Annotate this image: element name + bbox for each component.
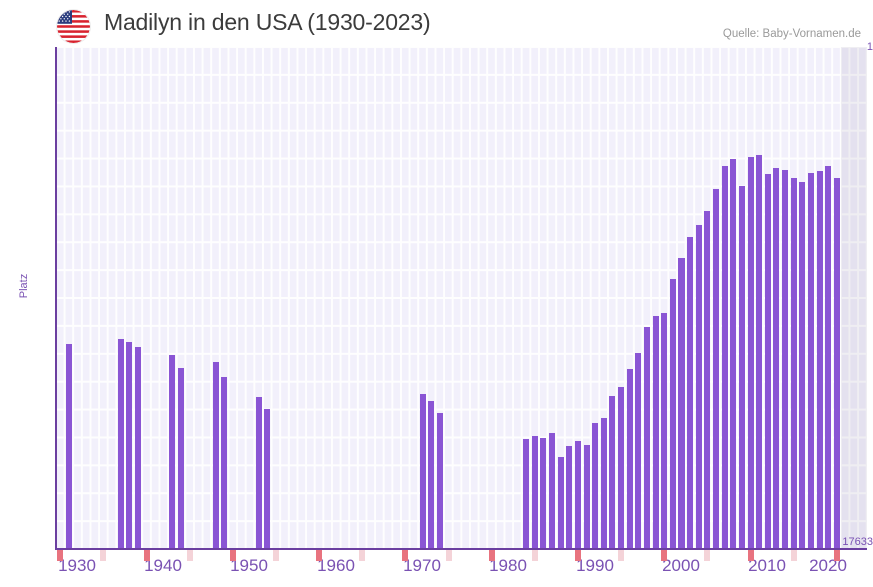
bar-series (56, 47, 867, 549)
bar-1994[interactable] (609, 396, 616, 549)
bar-1999[interactable] (652, 316, 659, 549)
bar-2001[interactable] (669, 279, 676, 549)
x-axis-label-1960: 1960 (317, 556, 355, 575)
bar-2020[interactable] (833, 178, 840, 549)
bar-1973[interactable] (428, 401, 435, 549)
x-axis-marker-2005 (704, 550, 711, 561)
bar-2002[interactable] (678, 258, 685, 549)
x-axis-label-1990: 1990 (576, 556, 614, 575)
bar-2015[interactable] (790, 178, 797, 549)
bar-2007[interactable] (721, 166, 728, 549)
bar-1939[interactable] (134, 347, 141, 549)
x-axis-marker-1930 (57, 550, 64, 561)
bar-2010[interactable] (747, 157, 754, 549)
bar-2012[interactable] (764, 174, 771, 549)
bar-1992[interactable] (592, 423, 599, 549)
x-axis-label-1980: 1980 (489, 556, 527, 575)
x-axis-marker-1995 (618, 550, 625, 561)
bar-1949[interactable] (221, 377, 228, 549)
bar-1989[interactable] (566, 446, 573, 549)
x-axis-marker-1935 (100, 550, 107, 561)
us-flag-icon (57, 10, 90, 43)
bar-2008[interactable] (730, 159, 737, 549)
bar-1937[interactable] (117, 339, 124, 549)
bar-1953[interactable] (255, 397, 262, 549)
bar-1943[interactable] (169, 355, 176, 549)
x-axis-marker-2020 (833, 550, 840, 561)
chart-header: Madilyn in den USA (1930-2023) Quelle: B… (0, 0, 873, 44)
x-axis-marker-1985 (531, 550, 538, 561)
x-axis-label-1970: 1970 (403, 556, 441, 575)
x-axis-marker-1950 (229, 550, 236, 561)
x-axis-label-2000: 2000 (662, 556, 700, 575)
bar-1944[interactable] (178, 368, 185, 549)
x-axis-marker-2015 (790, 550, 797, 561)
bar-1987[interactable] (549, 433, 556, 549)
bar-2013[interactable] (773, 168, 780, 549)
bar-2004[interactable] (695, 225, 702, 549)
bar-1990[interactable] (574, 441, 581, 549)
bar-1938[interactable] (126, 342, 133, 549)
bar-2009[interactable] (738, 186, 745, 549)
x-axis-marker-2010 (747, 550, 754, 561)
bar-1954[interactable] (264, 409, 271, 549)
bar-1985[interactable] (531, 436, 538, 549)
bar-1988[interactable] (557, 457, 564, 549)
bar-2000[interactable] (661, 313, 668, 549)
x-axis-marker-1960 (316, 550, 323, 561)
bar-2018[interactable] (816, 171, 823, 549)
x-axis-marker-1945 (186, 550, 193, 561)
x-axis-marker-1980 (488, 550, 495, 561)
x-axis-marker-1990 (574, 550, 581, 561)
bar-2017[interactable] (807, 173, 814, 549)
x-axis-marker-1970 (402, 550, 409, 561)
bar-1931[interactable] (65, 344, 72, 549)
bar-2005[interactable] (704, 211, 711, 549)
y-axis-tick-bottom: 17633 (842, 536, 873, 548)
x-axis-line (55, 548, 867, 550)
bar-2003[interactable] (687, 237, 694, 549)
bar-1974[interactable] (436, 413, 443, 549)
bar-1948[interactable] (212, 362, 219, 549)
x-axis-label-2020: 2020 (809, 556, 847, 575)
bar-1986[interactable] (540, 438, 547, 549)
x-axis-label-1940: 1940 (144, 556, 182, 575)
y-axis-title: Platz (18, 273, 30, 299)
bar-2006[interactable] (713, 189, 720, 549)
bar-1998[interactable] (643, 327, 650, 549)
bar-1997[interactable] (635, 353, 642, 549)
x-axis-marker-2000 (661, 550, 668, 561)
chart-plot-area (56, 47, 867, 549)
x-axis-label-1950: 1950 (230, 556, 268, 575)
bar-2011[interactable] (756, 155, 763, 549)
x-axis-marker-1940 (143, 550, 150, 561)
bar-1972[interactable] (419, 394, 426, 549)
page-title: Madilyn in den USA (1930-2023) (104, 9, 431, 35)
bar-1995[interactable] (618, 387, 625, 549)
x-axis-marker-1955 (272, 550, 280, 561)
y-axis-tick-top: 1 (866, 41, 873, 53)
x-axis-label-1930: 1930 (58, 556, 96, 575)
bar-1993[interactable] (600, 418, 607, 549)
bar-2019[interactable] (825, 166, 832, 549)
source-attribution: Quelle: Baby-Vornamen.de (722, 28, 861, 40)
bar-1996[interactable] (626, 369, 633, 549)
x-axis-label-2010: 2010 (748, 556, 786, 575)
bar-2014[interactable] (782, 170, 789, 549)
x-axis-marker-1975 (445, 550, 452, 561)
bar-1984[interactable] (523, 439, 530, 549)
bar-1991[interactable] (583, 445, 590, 549)
bar-2016[interactable] (799, 182, 806, 549)
y-axis-line (55, 47, 57, 549)
x-axis-marker-1965 (359, 550, 366, 561)
